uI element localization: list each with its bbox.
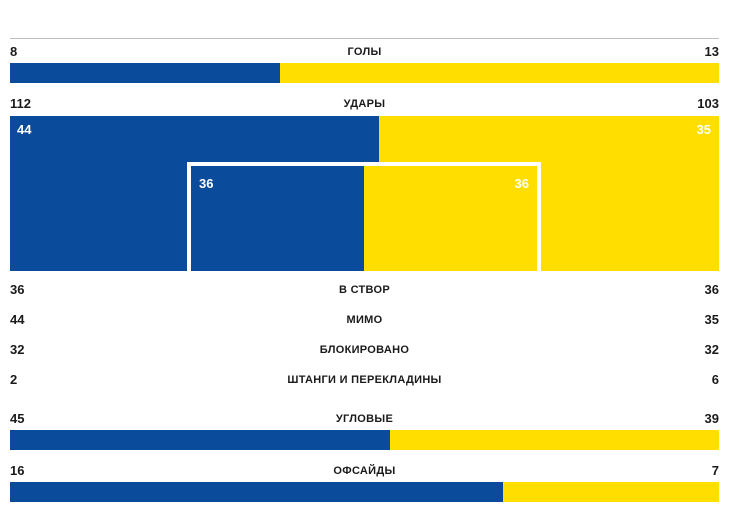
woodwork-label: ШТАНГИ И ПЕРЕКЛАДИНЫ <box>287 374 442 386</box>
corners-bar-right <box>390 430 719 450</box>
goals-left-value: 8 <box>10 44 18 59</box>
goals-bar-right <box>280 63 719 83</box>
goals-bar-left <box>10 63 280 83</box>
offsides-bar-right <box>503 482 719 502</box>
stat-row-off-target: 44 МИМО 35 <box>10 311 719 329</box>
shots-off-left-value: 44 <box>17 122 32 137</box>
corners-label: УГЛОВЫЕ <box>335 413 394 425</box>
offsides-left-value: 16 <box>10 463 25 478</box>
offsides-bar <box>10 482 719 502</box>
off-target-label: МИМО <box>346 314 383 326</box>
on-target-right-value: 36 <box>704 282 719 297</box>
stat-row-goals: 8 ГОЛЫ 13 <box>10 43 719 61</box>
shots-right-value: 103 <box>697 96 719 111</box>
offsides-bar-left <box>10 482 503 502</box>
corners-right-value: 39 <box>704 411 719 426</box>
goal-frame: 36 36 <box>187 162 541 271</box>
goal-bar-right <box>364 166 537 271</box>
blocked-right-value: 32 <box>704 342 719 357</box>
stat-row-shots: 112 УДАРЫ 103 <box>10 95 719 113</box>
stat-row-woodwork: 2 ШТАНГИ И ПЕРЕКЛАДИНЫ 6 <box>10 371 719 389</box>
offsides-right-value: 7 <box>711 463 719 478</box>
corners-left-value: 45 <box>10 411 25 426</box>
stat-row-blocked: 32 БЛОКИРОВАНО 32 <box>10 341 719 359</box>
off-target-right-value: 35 <box>704 312 719 327</box>
shots-graphic: 44 35 36 36 <box>10 116 719 271</box>
goals-bar <box>10 63 719 83</box>
woodwork-right-value: 6 <box>711 372 719 387</box>
on-target-left-value: 36 <box>10 282 25 297</box>
on-target-label: В СТВОР <box>338 284 391 296</box>
offsides-label: ОФСАЙДЫ <box>333 465 396 477</box>
corners-bar-left <box>10 430 390 450</box>
stat-row-corners: 45 УГЛОВЫЕ 39 <box>10 410 719 428</box>
stat-row-offsides: 16 ОФСАЙДЫ 7 <box>10 462 719 480</box>
goal-right-value: 36 <box>514 176 529 191</box>
top-divider <box>10 38 719 39</box>
blocked-left-value: 32 <box>10 342 25 357</box>
off-target-left-value: 44 <box>10 312 25 327</box>
shots-off-right-value: 35 <box>696 122 711 137</box>
stat-row-on-target: 36 В СТВОР 36 <box>10 281 719 299</box>
corners-bar <box>10 430 719 450</box>
goals-label: ГОЛЫ <box>347 46 382 58</box>
goal-left-value: 36 <box>199 176 214 191</box>
shots-left-value: 112 <box>10 96 31 111</box>
woodwork-left-value: 2 <box>10 372 18 387</box>
goal-bar-left <box>191 166 364 271</box>
goals-right-value: 13 <box>704 44 719 59</box>
shots-label: УДАРЫ <box>343 98 386 110</box>
blocked-label: БЛОКИРОВАНО <box>319 344 410 356</box>
